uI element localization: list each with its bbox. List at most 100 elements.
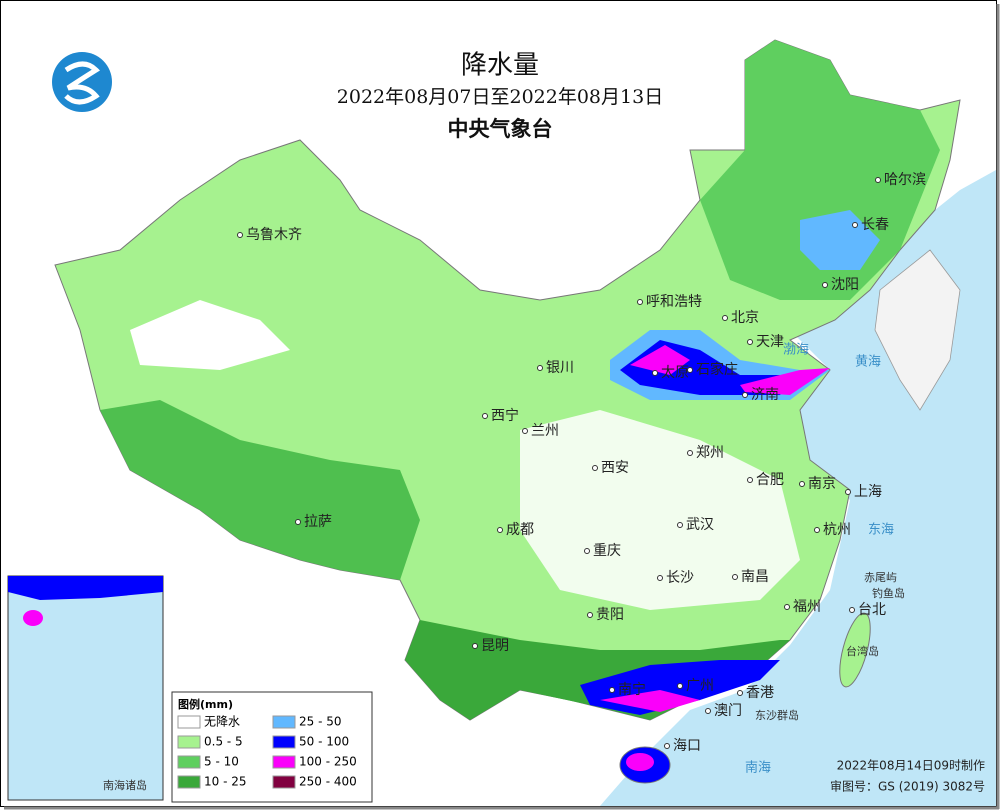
taiwan: [839, 612, 871, 688]
legend-label: 100 - 250: [299, 755, 357, 769]
city-dot: [845, 489, 851, 495]
date-range: 2022年08月07日至2022年08月13日: [337, 86, 663, 108]
legend-swatch: [272, 735, 296, 749]
city-label: 济南: [751, 387, 779, 403]
city-dot: [664, 743, 670, 749]
city-label: 兰州: [531, 423, 559, 439]
legend-swatch: [272, 715, 296, 729]
city-dot: [747, 477, 753, 483]
city-label: 香港: [746, 685, 774, 701]
city-label: 北京: [731, 310, 759, 326]
inset-label: 南海诸岛: [103, 778, 147, 792]
city-dot: [522, 428, 528, 434]
island-label: 台湾岛: [846, 644, 879, 658]
city-dot: [677, 522, 683, 528]
city-label: 广州: [686, 678, 714, 694]
city-label: 昆明: [481, 638, 509, 654]
city-dot: [482, 413, 488, 419]
city-label: 澳门: [714, 703, 742, 719]
city-dot: [732, 574, 738, 580]
rain-25-50: [800, 210, 880, 270]
city-dot: [295, 519, 301, 525]
city-label: 合肥: [756, 472, 784, 488]
city-dot: [237, 232, 243, 238]
city-label: 天津: [756, 334, 784, 350]
title: 降水量: [461, 51, 539, 81]
city-dot: [784, 604, 790, 610]
rain-100-250: [600, 690, 700, 712]
city-label: 西宁: [491, 407, 519, 424]
city-label: 台北: [858, 602, 886, 618]
city-label: 南昌: [741, 569, 769, 585]
city-label: 郑州: [696, 445, 724, 461]
city-label: 呼和浩特: [646, 294, 702, 310]
no-rain: [520, 410, 800, 610]
city-dot: [742, 392, 748, 398]
city-label: 成都: [506, 522, 534, 538]
city-label: 石家庄: [696, 361, 738, 378]
city-dot: [705, 708, 711, 714]
island-label: 赤尾屿: [864, 571, 897, 584]
city-dot: [537, 365, 543, 371]
city-dot: [637, 299, 643, 305]
city-label: 沈阳: [831, 277, 859, 293]
city-dot: [814, 527, 820, 533]
city-label: 上海: [854, 484, 882, 500]
rain-100-250: [630, 345, 830, 395]
island-label: 钓鱼岛: [872, 586, 905, 600]
legend-label: 250 - 400: [299, 775, 357, 789]
city-label: 乌鲁木齐: [246, 227, 302, 243]
city-label: 太原: [661, 365, 689, 381]
city-label: 海口: [673, 738, 701, 754]
sea-label: 渤海: [783, 342, 809, 358]
city-label: 拉萨: [304, 514, 332, 530]
review-no: 审图号：GS (2019) 3082号: [830, 779, 985, 794]
city-label: 银川: [546, 360, 574, 376]
legend-label: 25 - 50: [299, 715, 342, 729]
city-dot: [677, 683, 683, 689]
city-dot: [472, 643, 478, 649]
city-label: 重庆: [593, 543, 621, 559]
city-label: 西安: [601, 460, 629, 476]
city-dot: [657, 575, 663, 581]
logo-mark: [64, 61, 100, 105]
city-dot: [584, 548, 590, 554]
sea-label: 南海: [745, 760, 771, 776]
city-dot: [852, 222, 858, 228]
legend-swatch: [177, 775, 201, 789]
legend-swatch: [177, 735, 201, 749]
legend-title: 图例(mm): [178, 697, 233, 711]
agency: 中央气象台: [448, 117, 553, 141]
city-label: 福州: [793, 599, 821, 615]
city-label: 长春: [861, 217, 889, 233]
city-label: 贵阳: [596, 607, 624, 623]
city-dot: [687, 367, 693, 373]
no-rain: [130, 300, 290, 370]
korea: [874, 249, 961, 411]
rain-5-10: [700, 40, 940, 300]
legend-label: 10 - 25: [204, 775, 247, 789]
inset-land: [8, 576, 163, 600]
island-label: 东沙群岛: [755, 708, 799, 722]
legend-label: 5 - 10: [204, 755, 239, 769]
city-dot: [849, 607, 855, 613]
sea-label: 东海: [868, 523, 894, 538]
sea-label: 黄海: [855, 355, 881, 370]
city-dot: [822, 282, 828, 288]
city-label: 杭州: [823, 522, 851, 538]
city-dot: [592, 465, 598, 471]
city-dot: [587, 612, 593, 618]
rain-100-250: [626, 753, 654, 771]
city-label: 武汉: [686, 517, 714, 533]
rain-5-10: [100, 400, 420, 580]
city-label: 长沙: [666, 570, 694, 586]
inset: [7, 575, 164, 801]
city-dot: [609, 687, 615, 693]
legend-label: 0.5 - 5: [204, 735, 243, 749]
city-dot: [737, 690, 743, 696]
legend-swatch: [272, 775, 296, 789]
city-dot: [722, 315, 728, 321]
made-time: 2022年08月14日09时制作: [837, 759, 985, 773]
city-dot: [652, 370, 658, 376]
